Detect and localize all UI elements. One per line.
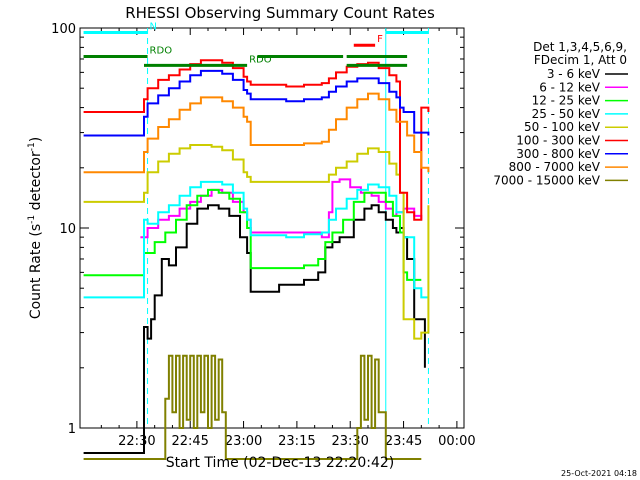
status-bars: N F RDO RDO <box>83 21 429 67</box>
x-tick-label: 23:15 <box>278 434 315 449</box>
status-bar-label: RDO <box>249 54 272 65</box>
series-line <box>83 180 429 299</box>
y-axis-label-exp2: -1 <box>27 142 37 151</box>
legend-entry-label: 50 - 100 keV <box>524 120 601 134</box>
legend-entry-label: 3 - 6 keV <box>547 67 601 81</box>
plot-frame <box>79 27 465 429</box>
legend-entry-label: 800 - 7000 keV <box>509 160 601 174</box>
status-bar-label: RDO <box>150 46 173 57</box>
chart-title: RHESSI Observing Summary Count Rates <box>125 4 435 22</box>
series-line <box>83 92 430 174</box>
legend-header-2: FDecim 1, Att 0 <box>534 53 627 67</box>
legend-entry-label: 12 - 25 keV <box>532 94 601 108</box>
status-bar-label: N <box>150 21 157 32</box>
x-tick-label: 23:45 <box>385 434 422 449</box>
y-axis-label-close: ) <box>28 137 44 142</box>
legend-entry-label: 7000 - 15000 keV <box>493 173 600 187</box>
y-tick-label: 100 <box>51 22 76 37</box>
y-tick-label: 1 <box>68 422 76 437</box>
series-line <box>83 59 430 221</box>
x-tick-label: 22:45 <box>171 434 208 449</box>
y-axis-label-tail: detector <box>28 151 44 215</box>
series-group <box>83 59 430 460</box>
status-bar-label: F <box>377 34 383 45</box>
legend-header-1: Det 1,3,4,5,6,9, <box>533 40 627 54</box>
x-tick-label: 22:30 <box>118 434 155 449</box>
series-line <box>83 69 430 137</box>
series-line <box>83 204 426 454</box>
x-tick-label: 23:30 <box>331 434 368 449</box>
series-line <box>83 144 430 340</box>
footer-timestamp: 25-Oct-2021 04:18 <box>561 469 637 478</box>
y-axis-label-main: Count Rate (s <box>28 224 44 319</box>
x-tick-label: 00:00 <box>438 434 475 449</box>
x-tick-label: 23:00 <box>225 434 262 449</box>
series-line <box>140 178 423 239</box>
legend-entry-label: 6 - 12 keV <box>539 80 601 94</box>
x-axis-label: Start Time (02-Dec-13 22:20:42) <box>166 455 394 471</box>
series-line <box>83 354 422 460</box>
legend-entry-label: 300 - 800 keV <box>516 147 600 161</box>
series-line <box>83 188 422 281</box>
y-axis-label-exp: -1 <box>27 215 37 224</box>
legend-entry-label: 100 - 300 keV <box>516 134 600 148</box>
legend-entry-label: 25 - 50 keV <box>532 107 601 121</box>
axes: 22:30 22:45 23:00 23:15 23:30 23:45 00:00 1 10 10… <box>51 22 475 449</box>
y-axis-label: Count Rate (s-1 detector-1) <box>27 137 44 319</box>
y-tick-label: 10 <box>59 222 76 237</box>
